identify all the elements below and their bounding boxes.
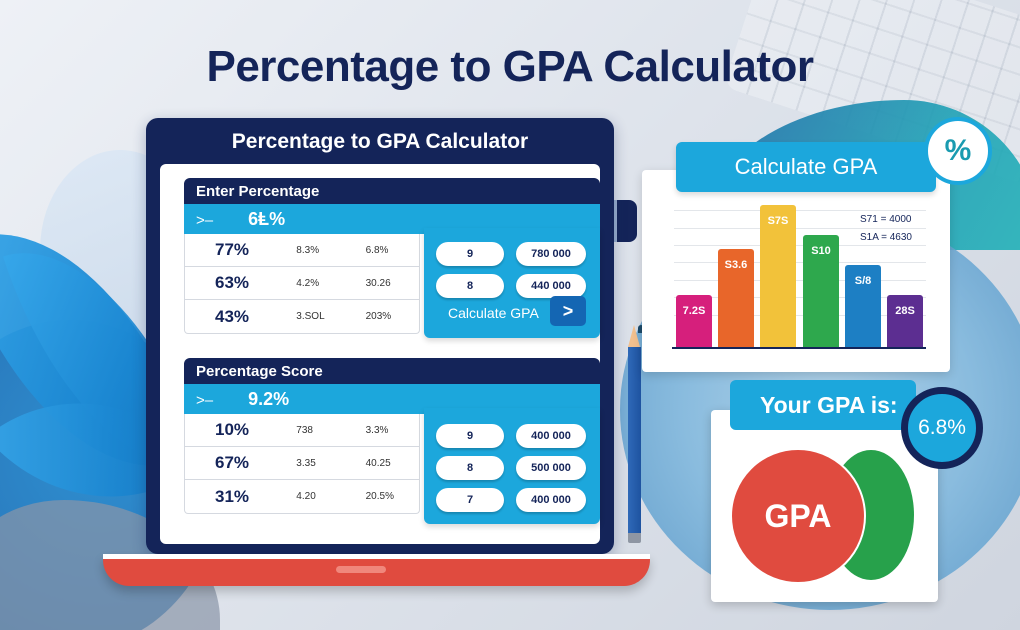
enter-percentage-header: Enter Percentage [184,178,600,204]
laptop-side-tab [613,200,637,242]
gridline [674,245,926,246]
row-value-b: 20.5% [365,491,394,502]
table-row: 10% 738 3.3% [185,414,419,447]
gpa-circle: GPA [730,448,866,584]
row-percentage: 43% [215,306,250,326]
gpa-chart-card: 7.2S S3.6 S7S S10 S/8 28S S71 = 4000 S1A… [642,170,950,372]
laptop-title: Percentage to GPA Calculator [231,130,529,153]
gridline [674,228,926,229]
calculate-gpa-label: Calculate GPA [448,305,539,321]
row-value-b: 40.25 [365,457,391,469]
gpa-value-badge: 6.8% [901,387,983,469]
percentage-score-header: Percentage Score [184,358,600,384]
calculator-form: Enter Percentage >– 6Ⱡ% 77% 8.3% 6.8% 63… [160,164,600,544]
percentage-table: 77% 8.3% 6.8% 63% 4.2% 30.26 43% 3.SOL 2… [184,234,420,334]
value-pill[interactable]: 8 [436,274,504,298]
value-pill[interactable]: 400 000 [516,424,586,448]
gridline [674,280,926,281]
table-row: 77% 8.3% 6.8% [185,234,419,267]
row-percentage: 67% [215,453,250,472]
chart-bar: 28S [887,295,923,347]
row-value-a: 4.20 [296,491,316,502]
calculate-gpa-button[interactable]: > [550,296,586,326]
row-percentage: 77% [215,240,250,259]
row-percentage: 31% [215,486,250,506]
your-gpa-header: Your GPA is: [730,380,916,430]
percentage-input-value: 6Ⱡ% [248,209,286,229]
table-row: 43% 3.SOL 203% [185,300,419,333]
value-pill[interactable]: 400 000 [516,488,586,512]
gridline [674,262,926,263]
enter-action-panel: 9 780 000 8 440 000 Calculate GPA > [424,228,600,338]
chart-bar: S3.6 [718,249,754,347]
percentage-score-panel: Percentage Score >– 9.2% 10% 738 3.3% 67… [184,358,600,524]
gridline [674,315,926,316]
table-row: 67% 3.35 40.25 [185,447,419,480]
table-row: 31% 4.20 20.5% [185,480,419,513]
row-value-b: 203% [365,311,392,322]
laptop-screen: Percentage to GPA Calculator Enter Perce… [146,118,614,554]
prompt-icon: >– [196,212,214,229]
value-pill[interactable]: 780 000 [516,242,586,266]
row-value-b: 30.26 [365,277,391,289]
page-title: Percentage to GPA Calculator [206,42,814,91]
row-value-b: 3.3% [365,424,389,436]
laptop-notch [336,566,386,573]
value-pill[interactable]: 8 [436,456,504,480]
percent-icon: % [924,117,992,185]
row-value-b: 6.8% [365,244,389,256]
chart-bar: S10 [803,235,839,347]
chart-axis [672,347,926,349]
chart-legend-item: S1A = 4630 [860,232,912,243]
row-value-a: 4.2% [296,277,320,289]
value-pill[interactable]: 9 [436,424,504,448]
row-value-a: 8.3% [296,244,320,256]
gridline [674,297,926,298]
calculate-gpa-header: Calculate GPA [676,142,936,192]
value-pill[interactable]: 7 [436,488,504,512]
value-pill[interactable]: 9 [436,242,504,266]
enter-percentage-panel: Enter Percentage >– 6Ⱡ% 77% 8.3% 6.8% 63… [184,178,600,344]
chart-legend-item: S71 = 4000 [860,214,912,225]
laptop-base [103,554,650,586]
score-input-value: 9.2% [248,389,290,409]
chart-bar: 7.2S [676,295,712,347]
chart-bar: S/8 [845,265,881,347]
prompt-icon: >– [196,392,214,409]
score-action-panel: 9 400 000 8 500 000 7 400 000 [424,408,600,524]
row-value-a: 3.35 [296,457,316,469]
row-percentage: 10% [215,420,250,439]
value-pill[interactable]: 440 000 [516,274,586,298]
chart-bar: S7S [760,205,796,347]
row-percentage: 63% [215,273,250,292]
row-value-a: 738 [296,424,313,436]
score-table: 10% 738 3.3% 67% 3.35 40.25 31% 4.20 20.… [184,414,420,514]
pencil-icon [628,325,644,543]
row-value-a: 3.SOL [296,311,325,322]
gridline [674,210,926,211]
table-row: 63% 4.2% 30.26 [185,267,419,300]
value-pill[interactable]: 500 000 [516,456,586,480]
